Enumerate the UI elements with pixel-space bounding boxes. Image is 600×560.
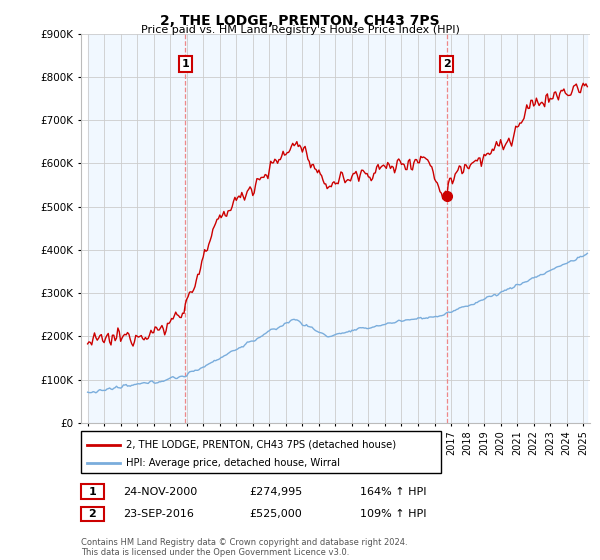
Text: 24-NOV-2000: 24-NOV-2000 — [123, 487, 197, 497]
Text: 2: 2 — [443, 59, 451, 69]
Text: 2, THE LODGE, PRENTON, CH43 7PS (detached house): 2, THE LODGE, PRENTON, CH43 7PS (detache… — [126, 440, 396, 450]
Text: 2, THE LODGE, PRENTON, CH43 7PS: 2, THE LODGE, PRENTON, CH43 7PS — [160, 14, 440, 28]
Text: 1: 1 — [89, 487, 96, 497]
Text: 164% ↑ HPI: 164% ↑ HPI — [360, 487, 427, 497]
Text: 1: 1 — [182, 59, 189, 69]
Text: 109% ↑ HPI: 109% ↑ HPI — [360, 509, 427, 519]
Text: 2: 2 — [89, 509, 96, 519]
Text: HPI: Average price, detached house, Wirral: HPI: Average price, detached house, Wirr… — [126, 458, 340, 468]
Text: £525,000: £525,000 — [249, 509, 302, 519]
Text: £274,995: £274,995 — [249, 487, 302, 497]
Text: 23-SEP-2016: 23-SEP-2016 — [123, 509, 194, 519]
Text: Contains HM Land Registry data © Crown copyright and database right 2024.
This d: Contains HM Land Registry data © Crown c… — [81, 538, 407, 557]
Text: Price paid vs. HM Land Registry's House Price Index (HPI): Price paid vs. HM Land Registry's House … — [140, 25, 460, 35]
